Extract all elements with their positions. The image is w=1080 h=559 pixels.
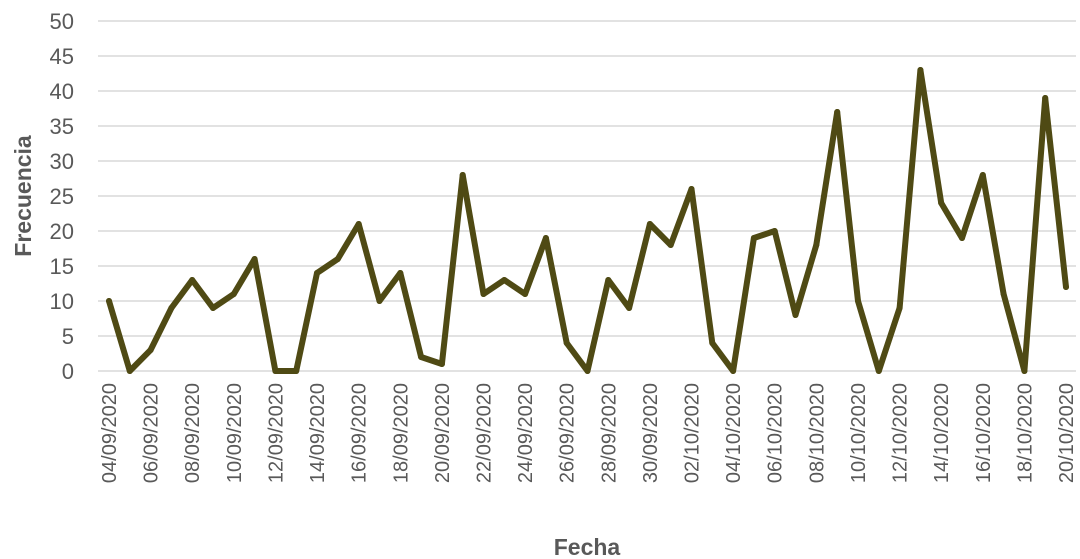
- x-tick-label: 26/09/2020: [557, 383, 579, 483]
- data-point: [106, 298, 112, 304]
- x-tick-label: 16/10/2020: [973, 383, 995, 483]
- x-tick-label: 10/09/2020: [224, 383, 246, 483]
- data-point: [792, 312, 799, 318]
- data-point: [709, 340, 716, 346]
- data-point: [293, 368, 300, 374]
- data-point: [855, 298, 861, 304]
- x-tick-label: 02/10/2020: [682, 383, 704, 483]
- data-point: [813, 242, 820, 248]
- x-tick-label: 16/09/2020: [349, 383, 371, 483]
- data-point: [646, 221, 653, 227]
- x-tick-label: 04/10/2020: [723, 383, 745, 483]
- data-point: [834, 109, 841, 115]
- data-point: [210, 305, 216, 311]
- y-tick-label: 10: [50, 289, 74, 314]
- y-tick-label: 40: [50, 79, 74, 104]
- y-tick-label: 15: [50, 254, 74, 279]
- data-point: [376, 298, 383, 304]
- x-tick-label: 20/09/2020: [432, 383, 454, 483]
- x-tick-label: 06/09/2020: [141, 383, 163, 483]
- y-tick-label: 0: [62, 359, 74, 384]
- y-tick-label: 25: [50, 184, 74, 209]
- data-point: [667, 242, 674, 248]
- data-point: [355, 221, 362, 227]
- x-tick-label: 20/10/2020: [1056, 383, 1078, 483]
- y-tick-label: 35: [50, 114, 74, 139]
- data-point: [480, 291, 487, 297]
- y-axis-ticks: 0 5 10 15 20 25 30 35 40 45 50: [50, 9, 74, 384]
- data-point: [438, 361, 445, 367]
- data-point: [251, 256, 258, 262]
- x-tick-label: 12/10/2020: [890, 383, 912, 483]
- x-tick-label: 18/09/2020: [390, 383, 412, 483]
- data-point: [168, 305, 175, 311]
- x-tick-label: 14/09/2020: [307, 383, 329, 483]
- x-axis-title: Fecha: [554, 534, 621, 559]
- data-point: [730, 368, 737, 374]
- x-tick-label: 14/10/2020: [931, 383, 953, 483]
- x-tick-label: 08/10/2020: [806, 383, 828, 483]
- data-point: [750, 235, 757, 241]
- y-tick-label: 20: [50, 219, 74, 244]
- data-point: [979, 172, 986, 178]
- data-point: [584, 368, 591, 374]
- data-point: [771, 228, 778, 234]
- x-tick-label: 12/09/2020: [265, 383, 287, 483]
- x-tick-label: 28/09/2020: [598, 383, 620, 483]
- data-point: [1042, 95, 1049, 101]
- data-point: [542, 235, 549, 241]
- y-tick-label: 30: [50, 149, 74, 174]
- data-point: [563, 340, 570, 346]
- series-layer: [106, 67, 1069, 374]
- x-axis-ticks: 04/09/2020 06/09/2020 08/09/2020 10/09/2020…: [99, 383, 1078, 483]
- data-point: [959, 235, 965, 241]
- data-point: [688, 186, 695, 192]
- data-point: [1063, 284, 1069, 290]
- data-point: [334, 256, 341, 262]
- y-tick-label: 45: [50, 44, 74, 69]
- y-tick-label: 50: [50, 9, 74, 34]
- data-point: [459, 172, 466, 178]
- data-point: [272, 368, 279, 374]
- data-point: [896, 305, 903, 311]
- x-tick-label: 22/09/2020: [473, 383, 495, 483]
- data-point: [397, 270, 404, 276]
- x-tick-label: 10/10/2020: [848, 383, 870, 483]
- data-point: [626, 305, 633, 311]
- data-point: [522, 291, 529, 297]
- series-line: [106, 67, 1069, 374]
- x-tick-label: 04/09/2020: [99, 383, 121, 483]
- data-point: [1000, 291, 1007, 297]
- data-point: [917, 67, 924, 73]
- data-point: [605, 277, 612, 283]
- data-point: [230, 291, 237, 297]
- x-tick-label: 24/09/2020: [515, 383, 537, 483]
- data-point: [1021, 368, 1028, 374]
- x-tick-label: 08/09/2020: [182, 383, 204, 483]
- x-tick-label: 06/10/2020: [765, 383, 787, 483]
- gridlines: [98, 20, 1076, 372]
- data-point: [126, 368, 133, 374]
- y-tick-label: 5: [62, 324, 74, 349]
- x-tick-label: 30/09/2020: [640, 383, 662, 483]
- data-point: [938, 200, 945, 206]
- x-tick-label: 18/10/2020: [1014, 383, 1036, 483]
- y-axis-title: Frecuencia: [10, 135, 36, 257]
- data-point: [314, 270, 320, 276]
- data-point: [147, 347, 154, 353]
- data-point: [501, 277, 508, 283]
- data-point: [875, 368, 882, 374]
- data-point: [189, 277, 196, 283]
- data-point: [418, 354, 425, 360]
